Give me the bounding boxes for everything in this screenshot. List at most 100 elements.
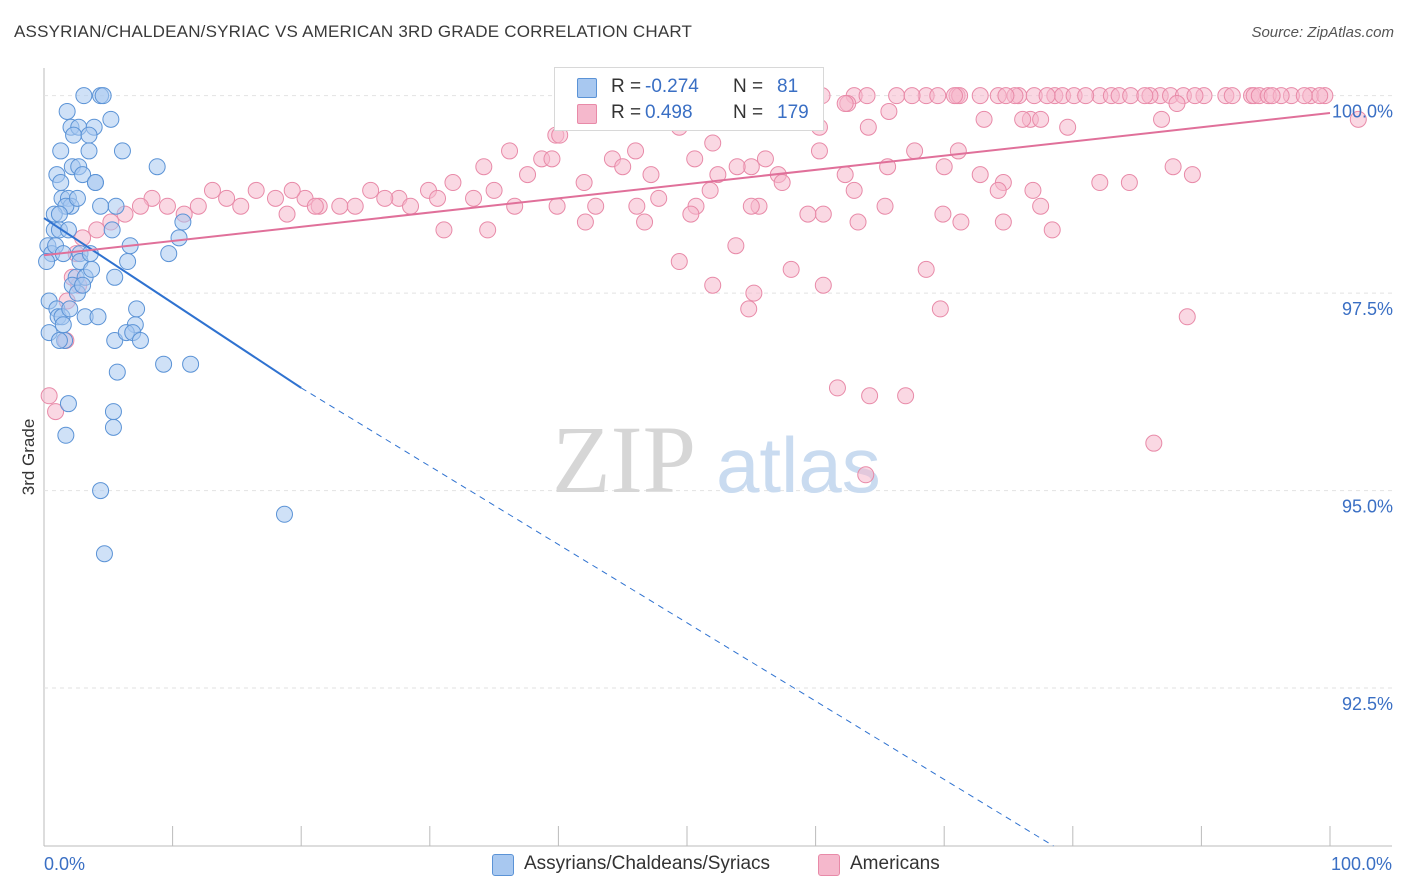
point-americans — [650, 189, 668, 207]
point-assyrians — [182, 355, 200, 373]
point-americans — [880, 102, 898, 120]
legend-swatch-pink — [577, 104, 597, 124]
point-assyrians — [50, 331, 68, 349]
point-assyrians — [104, 403, 122, 421]
point-assyrians — [106, 268, 124, 286]
bottom-legend-label: Americans — [850, 853, 940, 874]
y-tick-label: 97.5% — [1342, 299, 1393, 319]
point-americans — [945, 87, 963, 105]
legend-n-value: 81 — [777, 76, 799, 97]
point-americans — [278, 205, 296, 223]
trend-lines — [43, 112, 1331, 847]
point-americans — [1311, 87, 1329, 105]
legend-n-label: N = — [733, 76, 764, 97]
point-assyrians — [74, 276, 92, 294]
point-americans — [903, 87, 921, 105]
point-americans — [362, 181, 380, 199]
point-assyrians — [80, 126, 98, 144]
point-assyrians — [155, 355, 173, 373]
point-americans — [756, 150, 774, 168]
legend-r-label: R = — [611, 102, 642, 123]
x-ticks — [43, 826, 1331, 846]
point-americans — [1091, 174, 1109, 192]
point-americans — [917, 260, 935, 278]
point-americans — [232, 197, 250, 215]
point-americans — [773, 174, 791, 192]
point-americans — [88, 221, 106, 239]
point-americans — [283, 181, 301, 199]
point-americans — [742, 158, 760, 176]
legend-n-value: 179 — [777, 102, 809, 123]
point-americans — [876, 197, 894, 215]
point-americans — [1136, 87, 1154, 105]
stats-legend: R = -0.274 N = 81 R = 0.498 N = 179 — [554, 67, 824, 131]
point-assyrians — [74, 166, 92, 184]
point-americans — [485, 181, 503, 199]
point-americans — [1032, 197, 1050, 215]
point-assyrians — [57, 426, 75, 444]
point-assyrians — [106, 331, 124, 349]
x-tick-label-max: 100.0% — [1331, 854, 1392, 874]
point-americans — [628, 197, 646, 215]
point-americans — [519, 166, 537, 184]
point-americans — [858, 87, 876, 105]
point-americans — [836, 95, 854, 113]
point-americans — [975, 110, 993, 128]
point-assyrians — [174, 213, 192, 231]
point-americans — [989, 181, 1007, 199]
legend-n-label: N = — [733, 102, 764, 123]
point-americans — [158, 197, 176, 215]
point-americans — [376, 189, 394, 207]
point-assyrians — [65, 126, 83, 144]
data-points — [38, 87, 1367, 563]
point-americans — [1120, 174, 1138, 192]
point-assyrians — [95, 545, 113, 563]
point-americans — [587, 197, 605, 215]
point-americans — [266, 189, 284, 207]
point-assyrians — [113, 142, 131, 160]
point-assyrians — [61, 300, 79, 318]
trend-line-assyrians — [43, 217, 302, 389]
point-americans — [1178, 308, 1196, 326]
x-tick-label-min: 0.0% — [44, 854, 85, 874]
point-americans — [402, 197, 420, 215]
point-assyrians — [103, 221, 121, 239]
point-americans — [1263, 87, 1281, 105]
point-americans — [670, 253, 688, 271]
point-americans — [40, 387, 58, 405]
point-americans — [1122, 87, 1140, 105]
point-assyrians — [119, 253, 137, 271]
point-americans — [1032, 110, 1050, 128]
point-americans — [949, 142, 967, 160]
point-americans — [576, 213, 594, 231]
point-assyrians — [92, 482, 110, 500]
trend-line-assyrians-extrapolated — [300, 387, 1054, 847]
point-assyrians — [54, 316, 72, 334]
point-americans — [143, 189, 161, 207]
point-americans — [931, 300, 949, 318]
point-americans — [935, 158, 953, 176]
point-americans — [810, 142, 828, 160]
point-americans — [575, 174, 593, 192]
point-americans — [799, 205, 817, 223]
point-americans — [971, 166, 989, 184]
bottom-legend-swatch-blue — [492, 854, 514, 876]
point-americans — [745, 284, 763, 302]
trend-line-americans — [43, 112, 1331, 257]
point-americans — [506, 197, 524, 215]
point-assyrians — [38, 253, 56, 271]
point-americans — [203, 181, 221, 199]
point-americans — [1186, 87, 1204, 105]
point-americans — [782, 260, 800, 278]
point-americans — [682, 205, 700, 223]
point-assyrians — [92, 197, 110, 215]
y-tick-labels: 92.5% 95.0% 97.5% 100.0% — [1332, 102, 1393, 714]
point-americans — [686, 150, 704, 168]
point-americans — [614, 158, 632, 176]
point-assyrians — [50, 205, 68, 223]
point-assyrians — [89, 308, 107, 326]
bottom-legend-label: Assyrians/Chaldeans/Syriacs — [524, 853, 771, 874]
point-assyrians — [131, 331, 149, 349]
point-americans — [1014, 110, 1032, 128]
point-americans — [897, 387, 915, 405]
